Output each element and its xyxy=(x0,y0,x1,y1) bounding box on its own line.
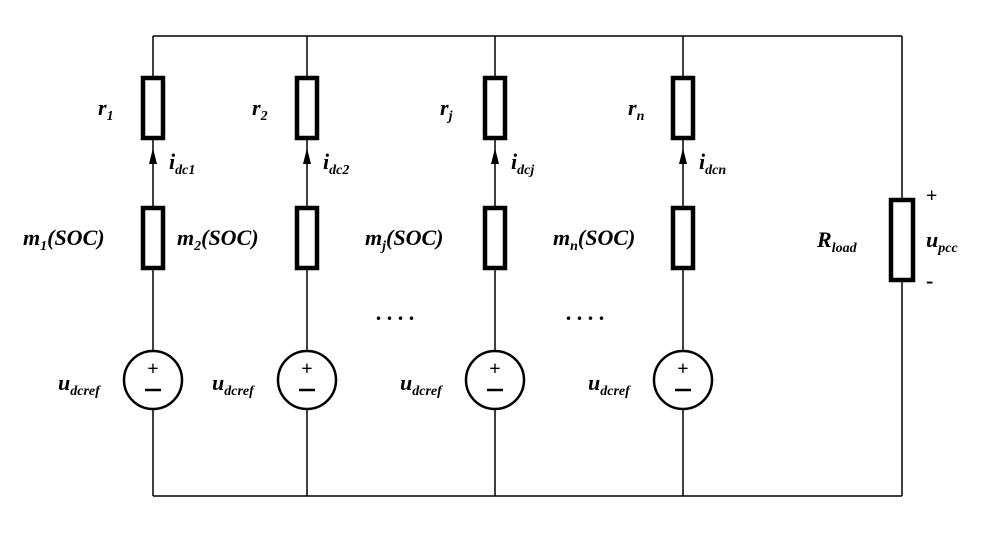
current-arrow-icon xyxy=(149,148,157,164)
droop-resistance-label: m1(SOC) xyxy=(23,225,105,254)
reference-voltage-label: udcref xyxy=(400,370,443,399)
current-arrow-icon xyxy=(303,148,311,164)
reference-voltage-label: udcref xyxy=(212,370,255,399)
droop-resistance-label: mn(SOC) xyxy=(553,225,635,254)
line-resistance-label: r2 xyxy=(252,95,268,124)
current-arrow-icon xyxy=(679,148,687,164)
reference-voltage-label: udcref xyxy=(58,370,101,399)
source-plus: + xyxy=(489,358,500,380)
source-plus: + xyxy=(677,358,688,380)
ellipsis: . . . . xyxy=(566,300,605,325)
circuit-diagram: r1idc1m1(SOC)+−udcrefr2idc2m2(SOC)+−udcr… xyxy=(0,0,1000,546)
line-resistance-label: rn xyxy=(628,95,645,124)
current-label: idc2 xyxy=(323,149,349,178)
line-resistance-label: r1 xyxy=(98,95,114,124)
current-label: idcn xyxy=(699,149,726,178)
load-resistance-label: Rload xyxy=(816,227,858,256)
pcc-voltage-label: upcc xyxy=(926,227,958,256)
current-label: idc1 xyxy=(169,149,195,178)
ellipsis: . . . . xyxy=(376,300,415,325)
droop-resistance-label: mj(SOC) xyxy=(365,225,443,254)
droop-resistance-label: m2(SOC) xyxy=(177,225,259,254)
current-label: idcj xyxy=(511,149,534,178)
pcc-minus: - xyxy=(926,268,933,293)
source-plus: + xyxy=(147,358,158,380)
reference-voltage-label: udcref xyxy=(588,370,631,399)
current-arrow-icon xyxy=(491,148,499,164)
source-plus: + xyxy=(301,358,312,380)
pcc-plus: + xyxy=(926,185,937,207)
line-resistance-label: rj xyxy=(440,95,453,124)
